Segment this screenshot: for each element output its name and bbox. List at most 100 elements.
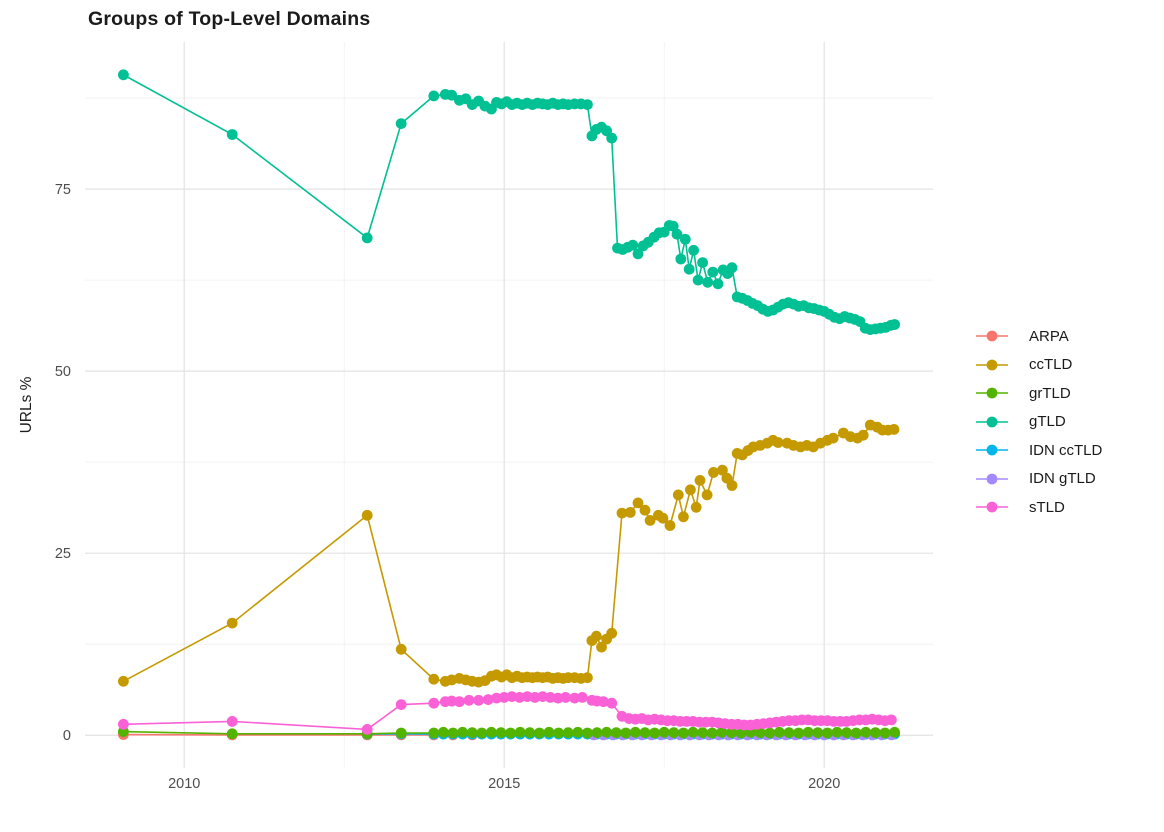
data-point-cctld xyxy=(727,480,738,491)
y-tick-label: 50 xyxy=(55,364,71,380)
data-point-grtld xyxy=(640,727,651,738)
data-point-cctld xyxy=(673,490,684,501)
data-point-grtld xyxy=(803,727,814,738)
data-point-stld xyxy=(454,696,465,707)
legend-item-stld: sTLD xyxy=(975,493,1102,522)
data-point-cctld xyxy=(606,628,617,639)
data-point-cctld xyxy=(640,505,651,516)
data-point-grtld xyxy=(448,728,459,739)
data-point-cctld xyxy=(582,672,593,683)
data-point-grtld xyxy=(880,728,891,739)
data-point-grtld xyxy=(611,727,622,738)
data-point-grtld xyxy=(697,727,708,738)
data-point-cctld xyxy=(362,510,373,521)
legend-label-cctld: ccTLD xyxy=(1029,356,1072,373)
data-point-grtld xyxy=(592,727,603,738)
data-point-grtld xyxy=(496,727,507,738)
data-point-gtld xyxy=(680,234,691,245)
data-point-cctld xyxy=(691,502,702,513)
data-point-grtld xyxy=(630,727,641,738)
data-point-gtld xyxy=(889,319,900,330)
data-point-cctld xyxy=(428,674,439,685)
data-point-grtld xyxy=(396,728,407,739)
data-point-grtld xyxy=(524,727,535,738)
data-point-stld xyxy=(473,695,484,706)
data-point-grtld xyxy=(688,727,699,738)
data-point-grtld xyxy=(467,727,478,738)
data-point-grtld xyxy=(822,728,833,739)
data-point-grtld xyxy=(620,728,631,739)
legend-key-dot xyxy=(987,359,998,370)
x-tick-label: 2015 xyxy=(488,776,520,792)
data-point-cctld xyxy=(396,644,407,655)
data-point-grtld xyxy=(486,727,497,738)
data-point-cctld xyxy=(227,618,238,629)
data-point-grtld xyxy=(889,727,900,738)
x-tick-label: 2010 xyxy=(168,776,200,792)
gridlines xyxy=(85,42,933,768)
data-point-cctld xyxy=(591,631,602,642)
legend-item-arpa: ARPA xyxy=(975,322,1102,351)
data-point-stld xyxy=(362,724,373,735)
data-point-grtld xyxy=(457,727,468,738)
legend-label-idn-gtld: IDN gTLD xyxy=(1029,470,1096,487)
data-point-cctld xyxy=(665,520,676,531)
data-point-cctld xyxy=(828,433,839,444)
legend-label-grtld: grTLD xyxy=(1029,385,1071,402)
legend-key-grtld xyxy=(975,385,1009,401)
data-point-grtld xyxy=(678,728,689,739)
data-point-grtld xyxy=(851,728,862,739)
data-point-grtld xyxy=(563,727,574,738)
data-point-grtld xyxy=(227,728,238,739)
data-point-gtld xyxy=(118,69,129,80)
data-point-stld xyxy=(577,692,588,703)
data-point-gtld xyxy=(675,254,686,265)
data-point-gtld xyxy=(428,91,439,102)
data-point-stld xyxy=(464,695,475,706)
data-point-stld xyxy=(118,719,129,730)
data-point-gtld xyxy=(707,267,718,278)
data-point-grtld xyxy=(649,728,660,739)
legend-label-gtld: gTLD xyxy=(1029,413,1066,430)
legend-key-cctld xyxy=(975,357,1009,373)
series-line-gtld xyxy=(123,75,894,330)
legend-key-dot xyxy=(987,388,998,399)
legend-label-stld: sTLD xyxy=(1029,499,1065,516)
series-gtld xyxy=(118,69,900,335)
data-point-grtld xyxy=(764,728,775,739)
data-point-cctld xyxy=(685,484,696,495)
data-point-gtld xyxy=(688,245,699,256)
data-point-gtld xyxy=(713,278,724,289)
legend-item-idn-cctld: IDN ccTLD xyxy=(975,436,1102,465)
data-point-grtld xyxy=(534,728,545,739)
data-point-gtld xyxy=(702,277,713,288)
legend-key-dot xyxy=(987,416,998,427)
data-point-grtld xyxy=(544,727,555,738)
data-point-grtld xyxy=(870,727,881,738)
data-point-cctld xyxy=(695,475,706,486)
legend-key-stld xyxy=(975,499,1009,515)
legend-item-cctld: ccTLD xyxy=(975,351,1102,380)
data-point-gtld xyxy=(727,262,738,273)
legend-key-dot xyxy=(987,445,998,456)
legend-key-idn-cctld xyxy=(975,442,1009,458)
data-point-gtld xyxy=(227,129,238,140)
legend: ARPA ccTLD grTLD gTLD IDN ccTLD IDN gTLD sTLD xyxy=(975,322,1102,522)
x-tick-label: 2020 xyxy=(808,776,840,792)
data-point-cctld xyxy=(889,424,900,435)
y-axis-title: URLs % xyxy=(18,377,36,434)
data-point-grtld xyxy=(553,728,564,739)
legend-key-dot xyxy=(987,331,998,342)
data-point-grtld xyxy=(572,727,583,738)
data-point-gtld xyxy=(606,133,617,144)
data-point-gtld xyxy=(362,233,373,244)
legend-item-grtld: grTLD xyxy=(975,379,1102,408)
data-point-gtld xyxy=(697,257,708,268)
data-point-cctld xyxy=(625,507,636,518)
data-point-grtld xyxy=(582,728,593,739)
legend-key-dot xyxy=(987,473,998,484)
legend-item-gtld: gTLD xyxy=(975,408,1102,437)
data-point-stld xyxy=(428,698,439,709)
